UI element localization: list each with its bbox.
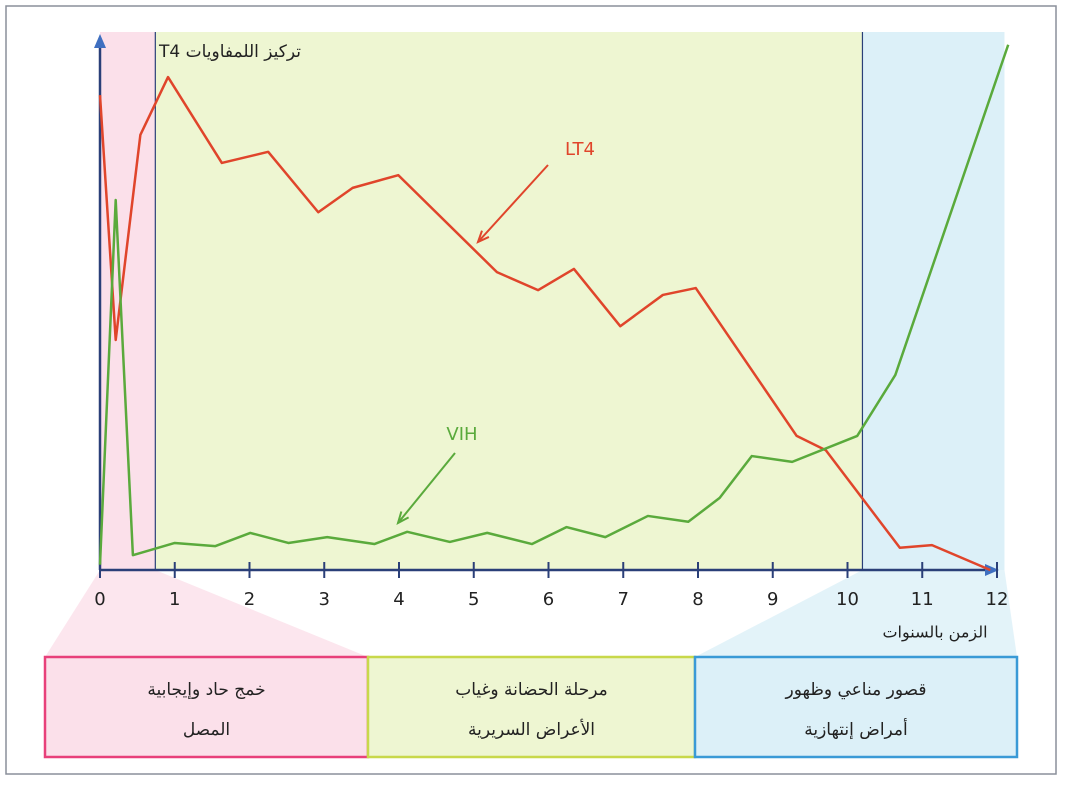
x-tick-label: 2 (244, 589, 255, 610)
phase-label: خمج حاد وإيجابية (147, 680, 265, 700)
annotation-arrow (397, 452, 456, 524)
phase-funnel (45, 570, 368, 657)
series-line (98, 75, 991, 572)
x-tick-label: 4 (393, 589, 404, 610)
phase-funnel (695, 570, 1017, 657)
y-axis-label: تركيز اللمفاويات T4 (158, 42, 301, 62)
x-tick-label: 8 (692, 589, 703, 610)
x-arrow (985, 564, 999, 576)
phase-label: الأعراض السريرية (468, 719, 595, 740)
series-label: LT4 (565, 139, 595, 160)
phase-region (155, 32, 863, 570)
x-tick-label: 12 (986, 589, 1009, 610)
x-tick-label: 3 (319, 589, 330, 610)
phase-label: المصل (183, 720, 230, 740)
annotation-arrow (477, 164, 549, 243)
x-tick-label: 1 (169, 589, 180, 610)
arrow-head (396, 511, 410, 525)
arrow-head (476, 230, 490, 244)
x-axis-label: الزمن بالسنوات (882, 623, 987, 643)
x-tick-label: 11 (911, 589, 934, 610)
x-tick-label: 9 (767, 589, 778, 610)
phase-box (693, 655, 1019, 759)
x-tick-label: 10 (836, 589, 859, 610)
phase-label: قصور مناعي وظهور (785, 680, 927, 700)
phase-region (100, 32, 156, 570)
series-label: VIH (446, 424, 477, 445)
x-tick-label: 6 (543, 589, 554, 610)
phase-box (366, 655, 697, 759)
x-tick-label: 5 (468, 589, 479, 610)
x-tick-label: 0 (94, 589, 105, 610)
phase-label: أمراض إنتهازية (804, 718, 908, 740)
x-tick-label: 7 (618, 589, 629, 610)
y-arrow (94, 34, 106, 48)
phase-label: مرحلة الحضانة وغياب (455, 680, 608, 700)
phase-box (43, 655, 370, 759)
series-line (98, 44, 1010, 565)
phase-region (862, 32, 1005, 570)
